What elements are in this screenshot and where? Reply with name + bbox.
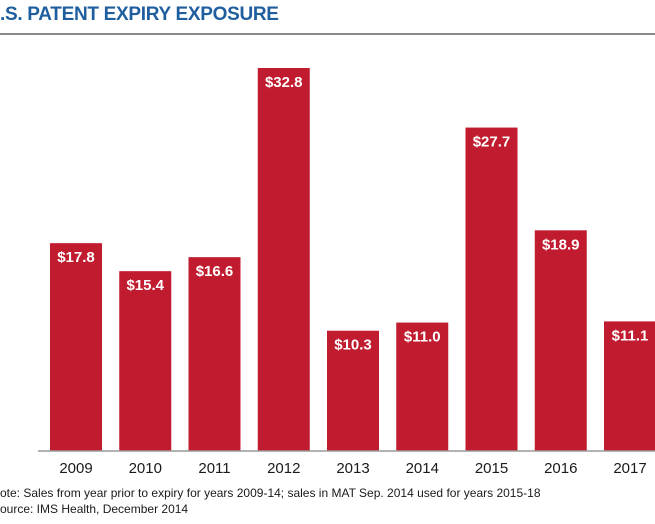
x-tick-label-2011: 2011 xyxy=(198,460,230,477)
chart-source: ource: IMS Health, December 2014 xyxy=(0,502,189,516)
x-tick-label-2015: 2015 xyxy=(475,460,508,477)
x-tick-label-2016: 2016 xyxy=(544,460,577,477)
chart-title: .S. PATENT EXPIRY EXPOSURE xyxy=(0,4,279,25)
value-label-2009: $17.8 xyxy=(57,249,95,266)
x-tick-label-2014: 2014 xyxy=(406,460,439,477)
bars-group xyxy=(50,68,655,451)
value-labels-group: $17.8 $15.4 $16.6 $32.8 $10.3 $11.0 $27.7 $18.9… xyxy=(57,74,648,354)
bar-2013 xyxy=(327,330,379,451)
value-label-2010: $15.4 xyxy=(126,277,164,294)
value-label-2012: $32.8 xyxy=(265,74,303,91)
bar-2015 xyxy=(465,127,518,451)
value-label-2016: $18.9 xyxy=(542,236,580,253)
title-divider xyxy=(0,33,655,35)
tick-labels-group: 2009 2010 2011 2012 2013 2014 2015 2016 2017 xyxy=(59,460,646,477)
x-tick-label-2009: 2009 xyxy=(59,460,92,477)
x-tick-label-2017: 2017 xyxy=(613,460,646,477)
value-label-2017: $11.1 xyxy=(612,327,649,344)
bar-2017 xyxy=(604,321,655,451)
value-label-2013: $10.3 xyxy=(334,337,372,354)
x-tick-label-2010: 2010 xyxy=(129,460,162,477)
value-label-2011: $16.6 xyxy=(196,263,234,280)
bar-2012 xyxy=(257,68,310,451)
bar-2011 xyxy=(188,257,241,451)
chart-note: ote: Sales from year prior to expiry for… xyxy=(0,486,541,500)
bar-2010 xyxy=(119,271,172,451)
bar-2014 xyxy=(396,322,449,451)
x-tick-label-2012: 2012 xyxy=(267,460,300,477)
bar-2016 xyxy=(534,230,587,451)
bar-chart: $17.8 $15.4 $16.6 $32.8 $10.3 $11.0 $27.7 $18.9… xyxy=(38,68,655,477)
value-label-2015: $27.7 xyxy=(473,134,511,151)
value-label-2014: $11.0 xyxy=(404,329,441,346)
bar-2009 xyxy=(50,243,102,451)
x-tick-label-2013: 2013 xyxy=(336,460,369,477)
